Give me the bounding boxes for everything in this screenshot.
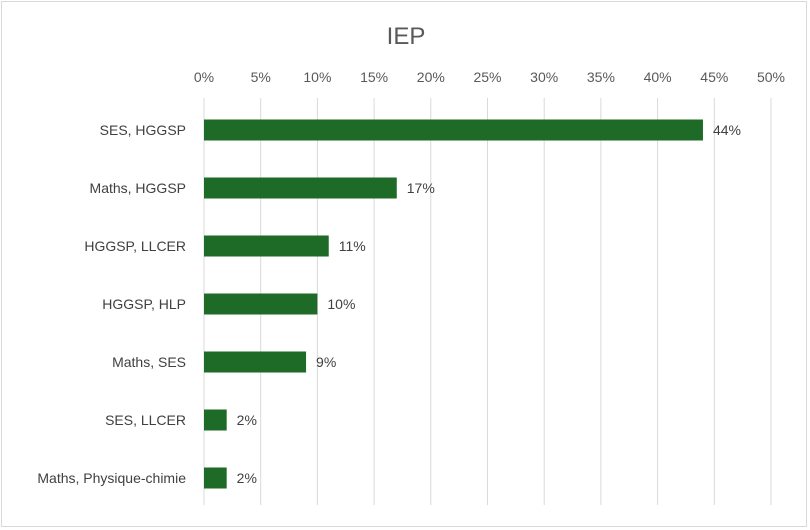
data-labels: 44% 17% 11% 10% 9% 2% 2% <box>237 122 741 486</box>
y-axis-categories: SES, HGGSP Maths, HGGSP HGGSP, LLCER HGGSP,… <box>37 122 186 486</box>
bar <box>204 293 318 315</box>
category-label: SES, HGGSP <box>100 122 186 138</box>
x-tick-label: 5% <box>251 69 271 85</box>
x-tick-label: 0% <box>194 69 214 85</box>
x-tick-label: 50% <box>757 69 785 85</box>
x-tick-label: 10% <box>303 69 331 85</box>
data-label: 2% <box>237 412 257 428</box>
x-tick-label: 15% <box>360 69 388 85</box>
category-label: Maths, Physique-chimie <box>37 470 186 486</box>
bar <box>204 351 307 373</box>
x-tick-label: 45% <box>700 69 728 85</box>
gridlines <box>203 98 772 505</box>
x-tick-label: 25% <box>473 69 501 85</box>
category-label: Maths, HGGSP <box>90 180 186 196</box>
x-tick-label: 30% <box>530 69 558 85</box>
x-tick-label: 20% <box>417 69 445 85</box>
category-label: HGGSP, LLCER <box>84 238 186 254</box>
data-label: 10% <box>327 296 355 312</box>
category-label: HGGSP, HLP <box>102 296 186 312</box>
data-label: 17% <box>407 180 435 196</box>
data-label: 44% <box>713 122 741 138</box>
category-label: Maths, SES <box>112 354 186 370</box>
bar <box>204 119 703 141</box>
x-axis-ticks: 0% 5% 10% 15% 20% 25% 30% 35% 40% 45% 50% <box>194 69 785 85</box>
data-label: 9% <box>316 354 336 370</box>
bar <box>204 409 227 431</box>
chart-title: IEP <box>387 23 426 50</box>
data-label: 2% <box>237 470 257 486</box>
bar <box>204 467 227 489</box>
bar <box>204 235 329 257</box>
bars <box>204 119 703 489</box>
category-label: SES, LLCER <box>105 412 186 428</box>
bar <box>204 177 397 199</box>
x-tick-label: 35% <box>587 69 615 85</box>
x-tick-label: 40% <box>644 69 672 85</box>
data-label: 11% <box>339 238 366 254</box>
